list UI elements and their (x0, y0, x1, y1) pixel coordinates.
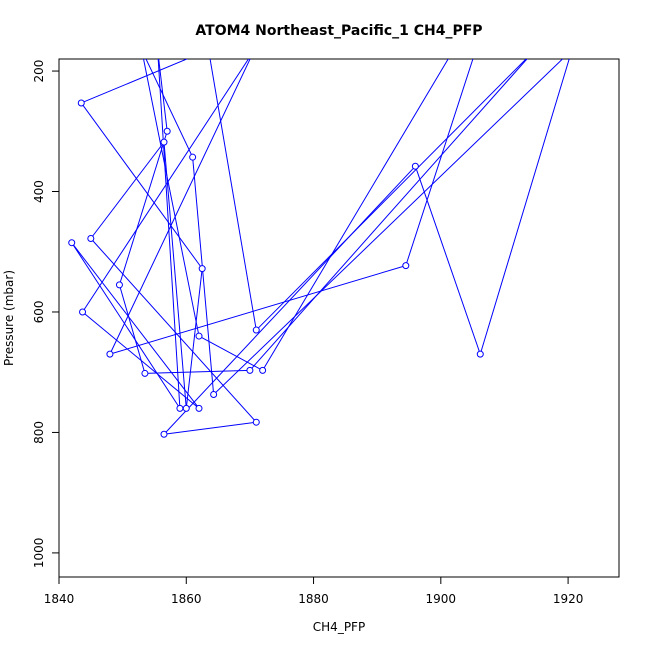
y-axis: 200 400 600 800 1000 (32, 60, 59, 569)
data-point (176, 404, 184, 412)
data-point (182, 404, 190, 412)
data-point (210, 390, 218, 398)
data-point (77, 99, 85, 107)
series-segment (209, 59, 257, 331)
series-segment (143, 59, 200, 337)
series-segment (109, 59, 251, 355)
series-segment (213, 59, 564, 395)
series-segment (80, 102, 203, 269)
y-tick-label: 1000 (32, 538, 46, 569)
data-point (189, 153, 197, 161)
series-segment (163, 142, 187, 409)
series-segment (90, 141, 165, 239)
series-segment (109, 265, 406, 355)
data-point (195, 332, 203, 340)
data-point (115, 281, 123, 289)
series-segment (71, 242, 200, 409)
data-point (476, 350, 484, 358)
data-point (252, 418, 260, 426)
series-segment (479, 59, 570, 355)
data-point (402, 262, 410, 270)
series-segment (90, 238, 257, 423)
data-point (160, 430, 168, 438)
data-point (252, 326, 260, 334)
x-tick-label: 1840 (44, 592, 75, 606)
series-segment (262, 59, 449, 371)
series-segment (71, 242, 181, 409)
data-point (411, 162, 419, 170)
data-point (160, 138, 168, 146)
y-tick-label: 400 (32, 180, 46, 203)
y-tick-label: 800 (32, 421, 46, 444)
data-point (141, 369, 149, 377)
data-point (87, 234, 95, 242)
data-point (259, 366, 267, 374)
series-segment (118, 284, 146, 374)
series-segment (163, 165, 416, 435)
x-axis: 1840 1860 1880 1900 1920 (44, 577, 584, 606)
series-segment (163, 421, 257, 435)
data-point (163, 127, 171, 135)
data-point (198, 265, 206, 273)
series-segment (198, 335, 263, 371)
series-segment (118, 131, 168, 286)
x-tick-label: 1880 (298, 592, 329, 606)
series-segment (405, 59, 474, 266)
data-point (79, 308, 87, 316)
y-axis-label: Pressure (mbar) (2, 270, 16, 366)
x-axis-label: CH4_PFP (313, 620, 365, 634)
series-segment (158, 59, 168, 132)
series-segment (249, 59, 528, 371)
x-tick-label: 1900 (426, 592, 457, 606)
series-segment (81, 59, 189, 104)
series-segment (144, 369, 250, 374)
data-point (106, 350, 114, 358)
y-tick-label: 200 (32, 60, 46, 83)
series-segment (145, 59, 194, 158)
series-segment (414, 166, 481, 355)
x-tick-label: 1860 (171, 592, 202, 606)
y-tick-label: 600 (32, 301, 46, 324)
series-segment (157, 59, 181, 409)
data-point (195, 404, 203, 412)
chart-title: ATOM4 Northeast_Pacific_1 CH4_PFP (195, 23, 482, 39)
series-segment (255, 59, 527, 331)
data-point (246, 366, 254, 374)
x-tick-label: 1920 (553, 592, 584, 606)
series-segment (185, 268, 203, 409)
series-layer (68, 59, 570, 438)
series-segment (192, 157, 215, 395)
data-point (68, 239, 76, 247)
plot-frame (58, 58, 620, 578)
